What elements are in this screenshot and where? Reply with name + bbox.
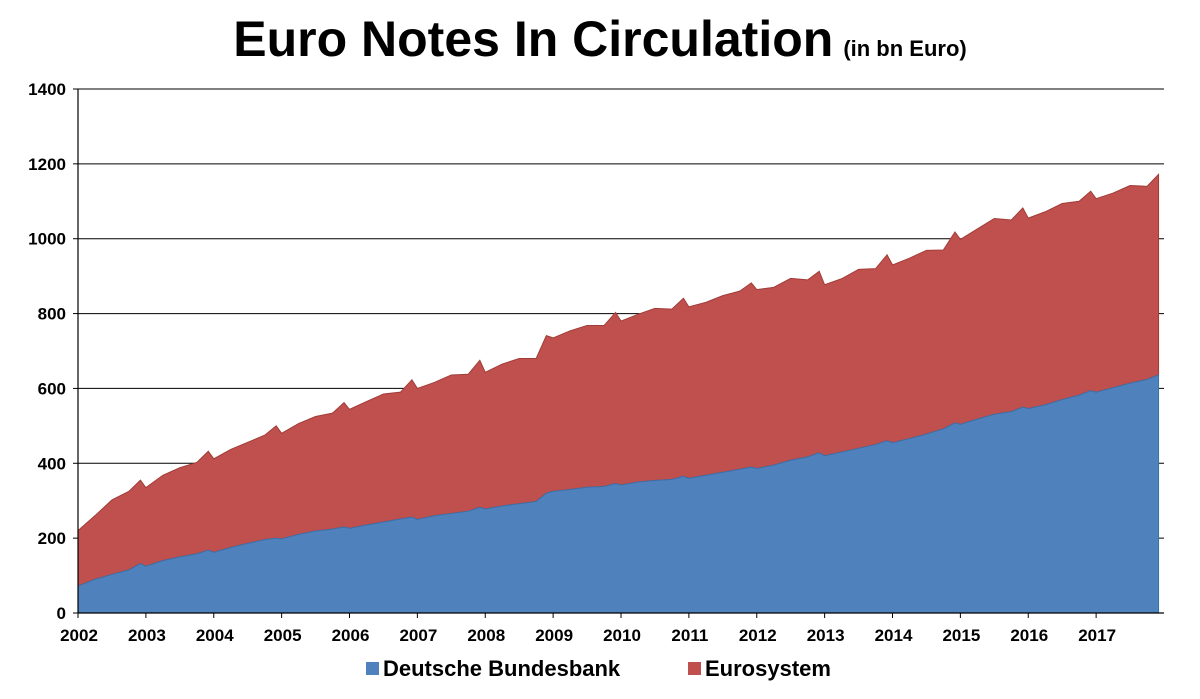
legend-label-eurosystem: Eurosystem — [705, 656, 831, 681]
legend-swatch-deutsche-bundesbank — [366, 662, 379, 675]
x-tick-label: 2016 — [1010, 626, 1048, 645]
x-tick-label: 2008 — [467, 626, 505, 645]
x-tick-label: 2002 — [60, 626, 98, 645]
x-tick-label: 2009 — [535, 626, 573, 645]
y-tick-label: 1200 — [28, 155, 66, 174]
y-tick-label: 1400 — [28, 80, 66, 99]
x-tick-label: 2017 — [1078, 626, 1116, 645]
y-tick-label: 800 — [38, 305, 66, 324]
y-tick-label: 200 — [38, 529, 66, 548]
x-tick-label: 2013 — [807, 626, 845, 645]
x-tick-label: 2014 — [875, 626, 913, 645]
series-area-deutsche-bundesbank — [77, 374, 1160, 614]
x-tick-label: 2012 — [739, 626, 777, 645]
x-tick-label: 2010 — [603, 626, 641, 645]
chart-title-text: Euro Notes In Circulation — [233, 11, 834, 67]
x-tick-label: 2006 — [332, 626, 370, 645]
y-tick-label: 400 — [38, 454, 66, 473]
chart-title: Euro Notes In Circulation (in bn Euro) — [0, 10, 1200, 68]
chart-subtitle: (in bn Euro) — [843, 36, 967, 61]
legend-swatch-eurosystem — [688, 662, 701, 675]
x-tick-label: 2004 — [196, 626, 234, 645]
x-tick-label: 2005 — [264, 626, 302, 645]
x-tick-label: 2003 — [128, 626, 166, 645]
x-tick-label: 2011 — [671, 626, 708, 645]
x-tick-label: 2007 — [399, 626, 437, 645]
x-tick-label: 2015 — [942, 626, 980, 645]
y-tick-label: 1000 — [28, 230, 66, 249]
legend-label-deutsche-bundesbank: Deutsche Bundesbank — [383, 656, 621, 681]
y-tick-label: 0 — [57, 604, 66, 623]
y-tick-label: 600 — [38, 379, 66, 398]
